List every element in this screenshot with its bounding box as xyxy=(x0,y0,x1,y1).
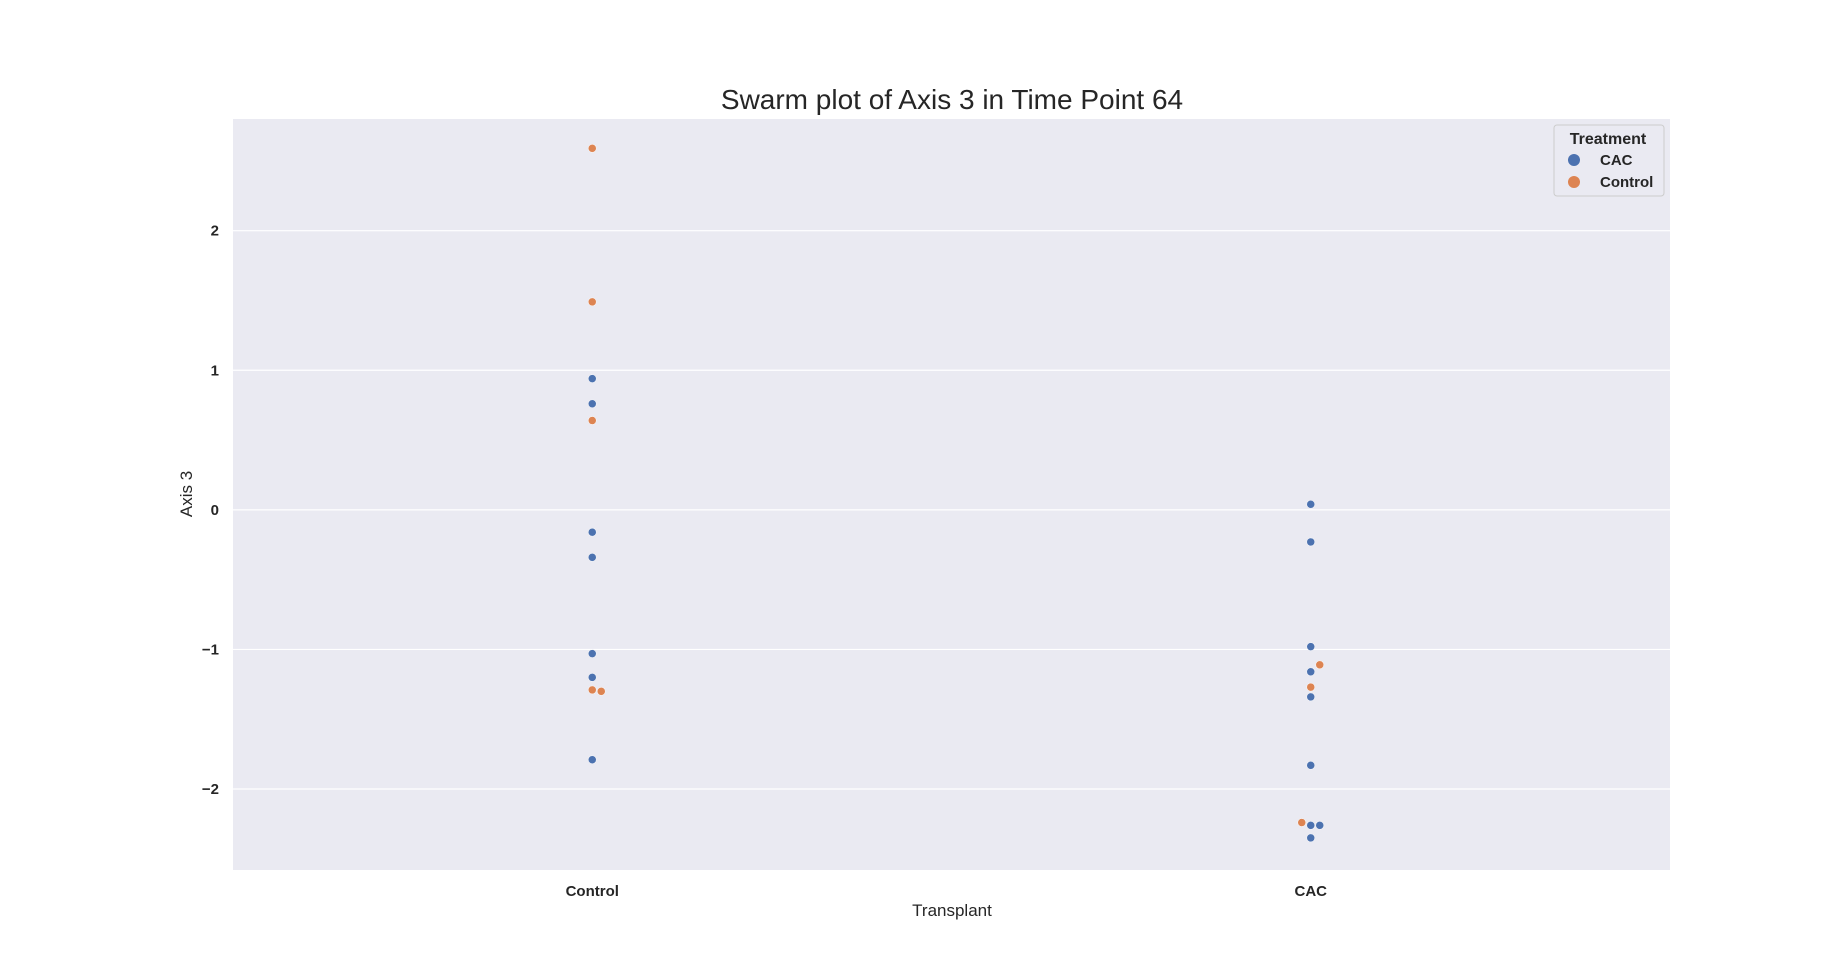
chart-title: Swarm plot of Axis 3 in Time Point 64 xyxy=(721,84,1183,115)
y-axis-label: Axis 3 xyxy=(177,471,196,517)
data-point-cac xyxy=(588,553,597,562)
data-point-control xyxy=(588,144,597,153)
data-point-cac xyxy=(1306,537,1315,547)
y-tick-label: 2 xyxy=(211,223,219,240)
data-point-cac xyxy=(1306,821,1315,830)
data-point-control xyxy=(588,297,597,307)
data-point-cac xyxy=(588,673,597,682)
data-point-cac xyxy=(588,527,597,537)
data-point-cac xyxy=(1306,692,1315,702)
plot-background xyxy=(233,119,1670,870)
data-point-control xyxy=(588,685,597,695)
data-point-cac xyxy=(588,374,597,383)
data-point-cac xyxy=(1306,761,1315,770)
y-tick-label: 0 xyxy=(211,502,219,519)
data-point-cac xyxy=(1306,667,1315,677)
legend: Treatment CAC Control xyxy=(1553,124,1665,197)
data-point-control xyxy=(1306,682,1315,692)
data-point-cac xyxy=(588,399,597,409)
x-axis-ticks: Control CAC xyxy=(566,883,1328,900)
legend-marker xyxy=(1568,154,1580,166)
data-point-control xyxy=(1297,818,1306,827)
data-points xyxy=(588,144,1324,843)
grid-lines xyxy=(233,230,1670,790)
legend-entries: CAC Control xyxy=(1568,152,1653,191)
data-point-cac xyxy=(1306,642,1315,651)
y-tick-label: −2 xyxy=(202,781,219,798)
data-point-control xyxy=(597,687,606,696)
data-point-cac xyxy=(1306,833,1315,843)
plot-area xyxy=(233,119,1670,870)
y-tick-label: 1 xyxy=(211,362,219,379)
data-point-control xyxy=(588,416,597,425)
data-point-cac xyxy=(1315,821,1324,830)
y-axis-ticks: 2 1 0 −1 −2 xyxy=(202,223,219,798)
data-point-cac xyxy=(588,755,597,764)
legend-label: CAC xyxy=(1600,152,1633,169)
legend-title: Treatment xyxy=(1570,131,1647,148)
y-tick-label: −1 xyxy=(202,641,219,658)
legend-box xyxy=(1553,124,1665,197)
x-tick-label: Control xyxy=(566,883,619,900)
data-point-cac xyxy=(1306,500,1315,509)
x-axis-label: Transplant xyxy=(912,901,992,920)
data-point-control xyxy=(1315,660,1324,670)
data-point-cac xyxy=(588,649,597,658)
legend-label: Control xyxy=(1600,174,1653,191)
legend-marker xyxy=(1568,176,1580,188)
x-tick-label: CAC xyxy=(1295,883,1328,900)
